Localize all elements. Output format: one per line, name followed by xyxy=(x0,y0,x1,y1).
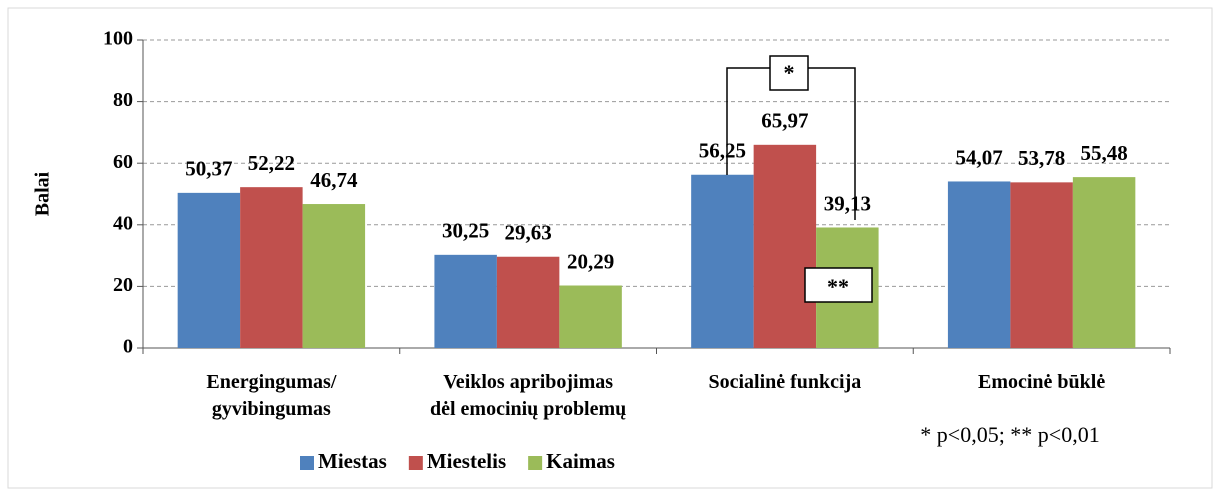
bar xyxy=(1010,182,1073,348)
legend-label: Miestelis xyxy=(427,449,506,473)
x-tick-label-line: Energingumas/ xyxy=(206,371,336,393)
x-tick-label-line: Veiklos apribojimas xyxy=(443,371,613,393)
footnote: * p<0,05; ** p<0,01 xyxy=(920,422,1099,447)
value-label: 29,63 xyxy=(505,221,552,245)
value-label: 30,25 xyxy=(442,219,489,243)
significance-bracket: * ** xyxy=(726,55,873,303)
x-tick-label-line: Socialinė funkcija xyxy=(708,371,861,393)
legend-swatch xyxy=(528,456,543,470)
y-tick-label: 40 xyxy=(113,212,133,234)
bar xyxy=(947,181,1011,348)
y-tick-label: 100 xyxy=(103,28,133,50)
bar xyxy=(240,187,303,348)
x-tick-label-line: gyvibingumas xyxy=(212,398,331,420)
bar xyxy=(496,256,560,348)
y-tick-label: 0 xyxy=(123,336,133,358)
annotation: * xyxy=(784,60,795,85)
bar xyxy=(177,192,241,348)
x-tick-label: Veiklos apribojimas dėl emocinių problemų xyxy=(430,371,626,420)
y-tick-label: 60 xyxy=(113,151,133,173)
y-axis-label: Balai xyxy=(32,171,54,216)
annotation-box xyxy=(804,267,873,303)
x-tick-label: Socialinė funkcija xyxy=(708,371,861,393)
value-label: 56,25 xyxy=(699,139,746,163)
legend-swatch xyxy=(300,456,314,470)
value-label: 50,37 xyxy=(185,157,232,181)
bar xyxy=(559,285,622,348)
value-label: 52,22 xyxy=(248,151,295,175)
y-tick-label: 80 xyxy=(113,89,133,111)
legend-swatch xyxy=(408,456,423,470)
bar xyxy=(691,174,754,348)
value-label: 39,13 xyxy=(824,191,871,215)
value-label: 46,74 xyxy=(310,168,358,192)
value-label: 54,07 xyxy=(956,145,1003,169)
bar xyxy=(434,254,497,348)
x-tick-label-line: dėl emocinių problemų xyxy=(430,398,626,420)
y-tick-label: 20 xyxy=(113,274,133,296)
annotation: ** xyxy=(827,274,849,299)
value-label: 20,29 xyxy=(567,249,614,273)
annotation-box xyxy=(769,55,809,91)
legend-label: Miestas xyxy=(318,449,387,473)
bar xyxy=(1072,177,1136,348)
plot: 0 20 40 60 80 100 Energingumas/gyvibingumas 50,… xyxy=(103,28,1171,420)
value-label: 55,48 xyxy=(1080,141,1127,165)
value-label: 65,97 xyxy=(761,109,808,133)
x-tick-label-line: Emocinė būklė xyxy=(978,371,1105,393)
bar xyxy=(753,144,817,348)
value-label: 53,78 xyxy=(1018,146,1065,170)
legend-label: Kaimas xyxy=(546,449,615,473)
bar xyxy=(302,204,366,348)
x-tick-label: Emocinė būklė xyxy=(978,371,1105,393)
x-tick-label: Energingumas/gyvibingumas xyxy=(206,371,336,420)
